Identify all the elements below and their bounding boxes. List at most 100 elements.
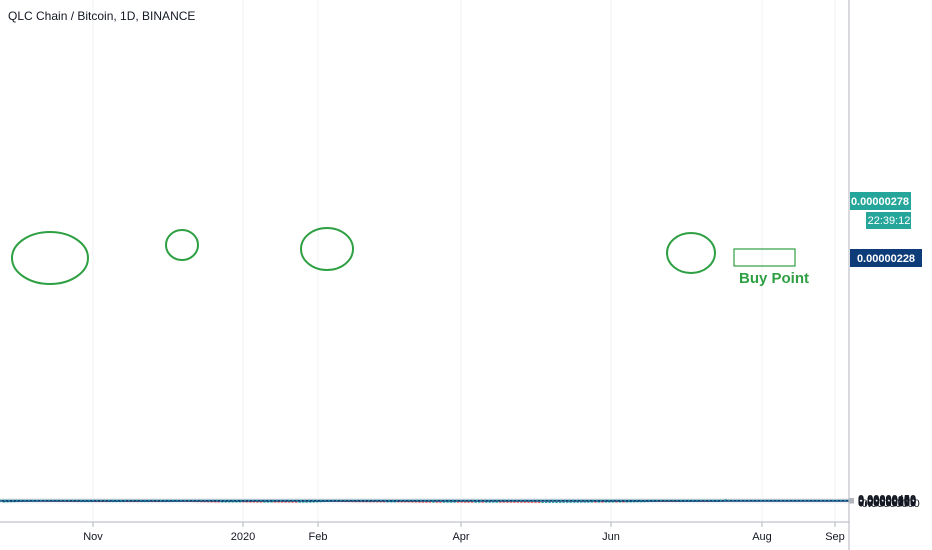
candle-body — [502, 501, 506, 503]
candle-body — [629, 501, 632, 503]
candle-body — [217, 501, 220, 503]
candle-body — [537, 501, 541, 503]
candle-body — [478, 501, 481, 503]
candle-body — [414, 501, 418, 503]
candle-body — [548, 501, 551, 503]
candle-body — [618, 501, 622, 503]
candle-body — [270, 501, 273, 503]
candle-body — [259, 501, 263, 503]
candle-body — [534, 501, 537, 503]
countdown-label: 22:39:12 — [868, 215, 911, 227]
candle-body — [636, 501, 639, 503]
candle-body — [597, 501, 601, 503]
candle-body — [566, 501, 569, 503]
candle-body — [287, 501, 291, 503]
candle-body — [235, 501, 238, 503]
candle-body — [509, 501, 513, 503]
candle-body — [499, 501, 502, 503]
candle-body — [608, 501, 611, 503]
candle-body — [280, 501, 284, 503]
candle-body — [446, 501, 449, 503]
candle-body — [277, 501, 280, 503]
candle-body — [558, 501, 562, 503]
candle-body — [520, 501, 523, 503]
candle-body — [495, 501, 498, 503]
buy-zone-box — [733, 248, 796, 267]
x-tick-label: Apr — [452, 531, 469, 543]
candle-body — [256, 501, 259, 503]
candle-body — [386, 501, 389, 503]
chart-title: QLC Chain / Bitcoin, 1D, BINANCE — [8, 9, 196, 23]
candle-body — [580, 501, 583, 503]
candle-body — [263, 501, 266, 503]
candle-body — [411, 501, 414, 503]
grid — [0, 0, 849, 522]
candle-body — [305, 501, 308, 503]
y-tick-label: 0.00000100 — [858, 497, 916, 509]
candle-body — [541, 501, 544, 503]
candle-body — [249, 501, 252, 503]
annotation-circle — [300, 227, 354, 271]
candle-body — [516, 501, 520, 503]
candle-body — [407, 501, 410, 503]
candle-body — [474, 501, 477, 503]
candle-body — [393, 501, 396, 503]
candle-body — [214, 501, 217, 503]
candle-body — [418, 501, 421, 503]
candle-body — [221, 501, 224, 503]
candle-body — [379, 501, 382, 503]
candle-body — [453, 501, 456, 503]
candle-body — [203, 501, 206, 503]
candle-body — [428, 501, 432, 503]
candle-body — [573, 501, 576, 503]
candle-body — [460, 501, 463, 503]
candle-body — [228, 501, 231, 503]
candle-body — [555, 501, 558, 503]
y-tick-label: 0.00000150 — [858, 497, 916, 509]
candle-body — [435, 501, 439, 503]
candle-body — [266, 501, 270, 503]
candle-body — [551, 501, 555, 503]
candle-body — [312, 501, 315, 503]
candle-body — [361, 501, 365, 503]
candle-body — [442, 501, 446, 503]
y-tick-label: 0.00000400 — [858, 494, 916, 506]
candle-body — [463, 501, 467, 503]
candle-body — [284, 501, 287, 503]
candle-body — [231, 501, 234, 503]
candle-body — [273, 501, 277, 503]
overlay: Buy Point — [0, 227, 849, 502]
candle-body — [421, 501, 425, 503]
candle-body — [252, 501, 256, 503]
x-axis[interactable]: Nov 2020 Feb Apr Jun Aug Sep — [83, 522, 845, 543]
candle-body — [527, 501, 530, 503]
candle-body — [242, 501, 245, 503]
y-tick-label: 0.00000300 — [858, 495, 916, 507]
candle-body — [594, 501, 597, 503]
candle-body — [601, 501, 604, 503]
candle-body — [470, 501, 474, 503]
candle-body — [488, 501, 491, 503]
candle-body — [400, 501, 403, 503]
countdown-badge: 22:39:12 — [866, 212, 911, 229]
candle-body — [562, 501, 565, 503]
resistance-price-label: 0.00000228 — [857, 253, 915, 265]
candle-body — [590, 501, 594, 503]
candle-body — [604, 501, 608, 503]
candle-body — [375, 501, 379, 503]
current-price-badge: 0.00000278 — [850, 192, 911, 210]
y-axis[interactable]: 0.000004500.000004000.000003500.00000300… — [849, 494, 920, 511]
y-tick-label: -0.00000000 — [858, 498, 920, 510]
candle-body — [382, 501, 386, 503]
y-tick-label: 0.00000200 — [858, 496, 916, 508]
y-tick-label: 0.00000250 — [858, 496, 916, 508]
current-price-label: 0.00000278 — [851, 196, 909, 208]
candle-body — [492, 501, 495, 503]
x-tick-label: Nov — [83, 531, 103, 543]
candle-body — [2, 501, 6, 503]
candle-body — [294, 501, 298, 503]
candle-body — [481, 501, 484, 503]
annotation-circle — [11, 231, 89, 285]
